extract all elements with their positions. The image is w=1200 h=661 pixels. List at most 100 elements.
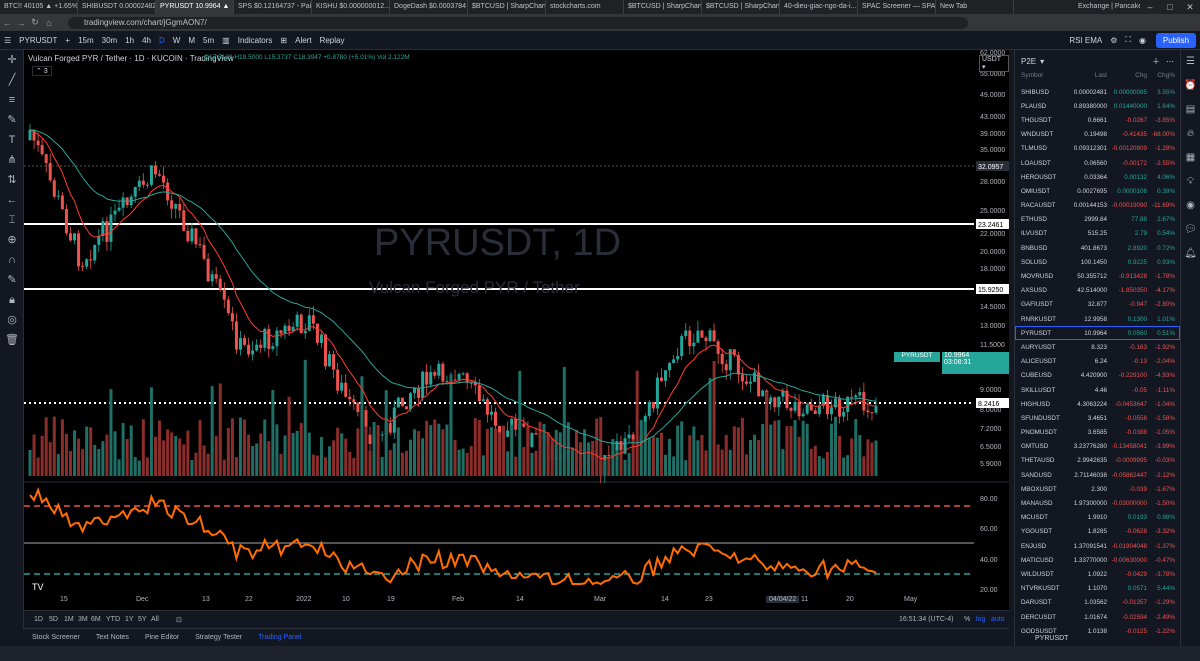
browser-tab[interactable]: SPS $0.12164737 - Pair	[234, 0, 312, 14]
range-1m[interactable]: 1M	[64, 616, 74, 623]
watchlist-row[interactable]: CUBEUSD 4.420900 -0.229100 -4.93%	[1015, 369, 1180, 383]
tab-strategy-tester[interactable]: Strategy Tester	[195, 634, 243, 641]
indicators-button[interactable]: Indicators	[237, 35, 273, 45]
watchlist-row[interactable]: AXSUSD 42.514000 -1.850350 -4.17%	[1015, 284, 1180, 298]
watchlist-row[interactable]: MANAUSD 1.97300000 -0.03000000 -1.50%	[1015, 496, 1180, 510]
back-icon[interactable]: ←	[2, 17, 12, 28]
pattern-icon[interactable]: ⋔	[7, 154, 17, 166]
watchlist-row[interactable]: SANDUSD 2.71146038 -0.05862447 -2.12%	[1015, 468, 1180, 482]
chat-icon[interactable]: 💬︎	[1184, 224, 1197, 235]
watchlist-row[interactable]: BNBUSD 401.8673 2.8920 0.72%	[1015, 241, 1180, 255]
watchlist-row[interactable]: ILVUSDT 515.25 2.79 0.54%	[1015, 227, 1180, 241]
watchlist-row[interactable]: GAFIUSDT 32.877 -0.947 -2.80%	[1015, 298, 1180, 312]
add-symbol-icon[interactable]: +	[65, 35, 71, 45]
url-field[interactable]: tradingview.com/chart/jGgmAON7/	[68, 16, 968, 29]
browser-tab[interactable]: KISHU $0.000000012...	[312, 0, 390, 14]
publish-button[interactable]: Publish	[1156, 33, 1196, 48]
interval-15m[interactable]: 15m	[78, 35, 94, 45]
fib-icon[interactable]: ≡	[8, 94, 16, 106]
chevron-down-icon[interactable]: ▾	[1040, 56, 1045, 66]
browser-tab[interactable]: 40-dieu-giac-ngo-da-i...	[780, 0, 858, 14]
streams-icon[interactable]: ◉	[1186, 200, 1195, 211]
text-icon[interactable]: T	[8, 134, 16, 146]
maximize-icon[interactable]: □	[1167, 2, 1173, 12]
data-window-icon[interactable]: ▤	[1185, 104, 1196, 115]
browser-tab[interactable]: SPAC Screener — SPAC	[858, 0, 936, 14]
browser-tab[interactable]: PYRUSDT 10.9964 ▲	[156, 0, 234, 14]
watchlist-row[interactable]: MCUSDT 1.9910 0.0193 0.98%	[1015, 511, 1180, 525]
log-toggle[interactable]: log	[976, 616, 986, 623]
interval-m[interactable]: M	[188, 35, 196, 45]
watchlist-row[interactable]: RNRKUSDT 12.9958 0.1300 1.01%	[1015, 312, 1180, 326]
watchlist-row[interactable]: MBOXUSDT 2.300 -0.039 -1.67%	[1015, 482, 1180, 496]
templates-icon[interactable]: ⊞	[280, 35, 288, 45]
watchlist-row[interactable]: WNDUSDT 0.19498 -0.41435 -68.00%	[1015, 128, 1180, 142]
range-ytd[interactable]: YTD	[106, 616, 120, 623]
browser-tab[interactable]: $BTCUSD | SharpChart	[702, 0, 780, 14]
watchlist-row[interactable]: SFUNDUSDT 3.4651 -0.0556 -1.58%	[1015, 411, 1180, 425]
zoom-icon[interactable]: ⊕	[7, 234, 17, 246]
currency-label[interactable]: USDT ▾	[979, 55, 1009, 72]
auto-toggle[interactable]: auto	[991, 616, 1005, 623]
watchlist-row[interactable]: MOVRUSD 50.355712 -0.913428 -1.78%	[1015, 269, 1180, 283]
watchlist-row[interactable]: RACAUSDT 0.00144153 -0.00019090 -11.69%	[1015, 199, 1180, 213]
ideas-icon[interactable]: 💡︎	[1187, 176, 1194, 187]
browser-tab[interactable]: $BTCUSD | SharpChart	[468, 0, 546, 14]
crosshair-icon[interactable]: ✛	[7, 54, 17, 66]
symbol-legend[interactable]: Vulcan Forged PYR / Tether · 1D · KUCOIN…	[28, 54, 234, 63]
symbol-search[interactable]: PYRUSDT	[19, 35, 58, 45]
watchlist-row[interactable]: YGGUSDT 1.8285 -0.0628 -3.32%	[1015, 525, 1180, 539]
prediction-icon[interactable]: ⇅	[7, 174, 17, 186]
browser-tab[interactable]: SHIBUSDT 0.00002482 ...	[78, 0, 156, 14]
browser-tab[interactable]: New Tab	[936, 0, 1014, 14]
watchlist-row[interactable]: HEROUSDT 0.03364 0.00132 4.06%	[1015, 170, 1180, 184]
watchlist-row[interactable]: NTVRKUSDT 1.1070 0.0571 5.44%	[1015, 582, 1180, 596]
lock-drawing-icon[interactable]: ✎	[7, 274, 17, 286]
watchlist-row[interactable]: MATICUSD 1.33770000 -0.00630000 -0.47%	[1015, 553, 1180, 567]
watchlist-row[interactable]: ENJUSD 1.37091541 -0.01904048 -1.37%	[1015, 539, 1180, 553]
lock-icon[interactable]: 🔒︎	[9, 294, 15, 306]
close-icon[interactable]: ✕	[1186, 2, 1194, 12]
interval-1h[interactable]: 1h	[125, 35, 135, 45]
replay-button[interactable]: Replay	[319, 35, 345, 45]
hotlists-icon[interactable]: 🔥︎	[1186, 128, 1195, 139]
chart-type-icon[interactable]: ▥	[222, 35, 230, 45]
settings-icon[interactable]: ⚙	[1110, 35, 1118, 45]
menu-icon[interactable]: ☰	[4, 35, 12, 45]
watchlist-row[interactable]: SOLUSD 100.1450 0.9225 0.93%	[1015, 255, 1180, 269]
watchlist-footer[interactable]: PYRUSDT	[1035, 635, 1069, 642]
eye-icon[interactable]: ◎	[7, 314, 17, 326]
chart-pane[interactable]: 62.0000 55.0000 49.0000 43.0000 39.0000 35.00…	[24, 50, 1009, 610]
watchlist-row[interactable]: WILDUSDT 1.0922 -0.0429 -3.78%	[1015, 567, 1180, 581]
interval-5m[interactable]: 5m	[203, 35, 215, 45]
go-to-date-icon[interactable]: ⊡	[176, 617, 182, 624]
watchlist-row[interactable]: AURYUSDT 8.323 -0.163 -1.92%	[1015, 340, 1180, 354]
watchlist-row[interactable]: LOAUSDT 0.06560 -0.00172 -2.55%	[1015, 156, 1180, 170]
watchlist-icon[interactable]: ☰	[1186, 56, 1195, 67]
col-last[interactable]: Last	[1094, 72, 1107, 79]
watchlist-row[interactable]: ALICEUSDT 6.24 -0.13 -2.04%	[1015, 355, 1180, 369]
browser-tab[interactable]: BTC!! 40105 ▲ +1.65%	[0, 0, 78, 14]
browser-tab[interactable]: stockcharts.com	[546, 0, 624, 14]
magnet-icon[interactable]: ∩	[8, 254, 16, 266]
layout-name[interactable]: RSI EMA	[1069, 35, 1103, 45]
watchlist-row[interactable]: THETAUSD 2.9942635 -0.0009995 -0.03%	[1015, 454, 1180, 468]
arrow-icon[interactable]: ←	[6, 194, 18, 206]
watchlist-title[interactable]: P2E	[1021, 56, 1037, 66]
range-1d[interactable]: 1D	[34, 616, 43, 623]
watchlist-row[interactable]: TLMUSD 0.09312301 -0.00120809 -1.28%	[1015, 142, 1180, 156]
forward-icon[interactable]: →	[16, 17, 26, 28]
notifications-icon[interactable]: 🔔︎	[1184, 248, 1197, 259]
watchlist-row[interactable]: ETHUSD 2999.84 77.88 2.67%	[1015, 213, 1180, 227]
watchlist-row[interactable]: OMIUSDT 0.0027695 0.0000106 0.38%	[1015, 184, 1180, 198]
range-5d[interactable]: 5D	[49, 616, 58, 623]
watchlist-row[interactable]: SHIBUSD 0.00002481 0.00000085 3.55%	[1015, 85, 1180, 99]
camera-icon[interactable]: ◉	[1139, 35, 1146, 45]
alert-button[interactable]: Alert	[295, 35, 312, 45]
more-icon[interactable]: ⋯	[1166, 56, 1174, 66]
range-6m[interactable]: 6M	[91, 616, 101, 623]
reload-icon[interactable]: ↻	[31, 17, 39, 27]
watchlist-row[interactable]: GODSUSDT 1.0138 -0.0125 -1.22%	[1015, 624, 1180, 638]
home-icon[interactable]: ⌂	[46, 17, 52, 28]
range-5y[interactable]: 5Y	[138, 616, 147, 623]
